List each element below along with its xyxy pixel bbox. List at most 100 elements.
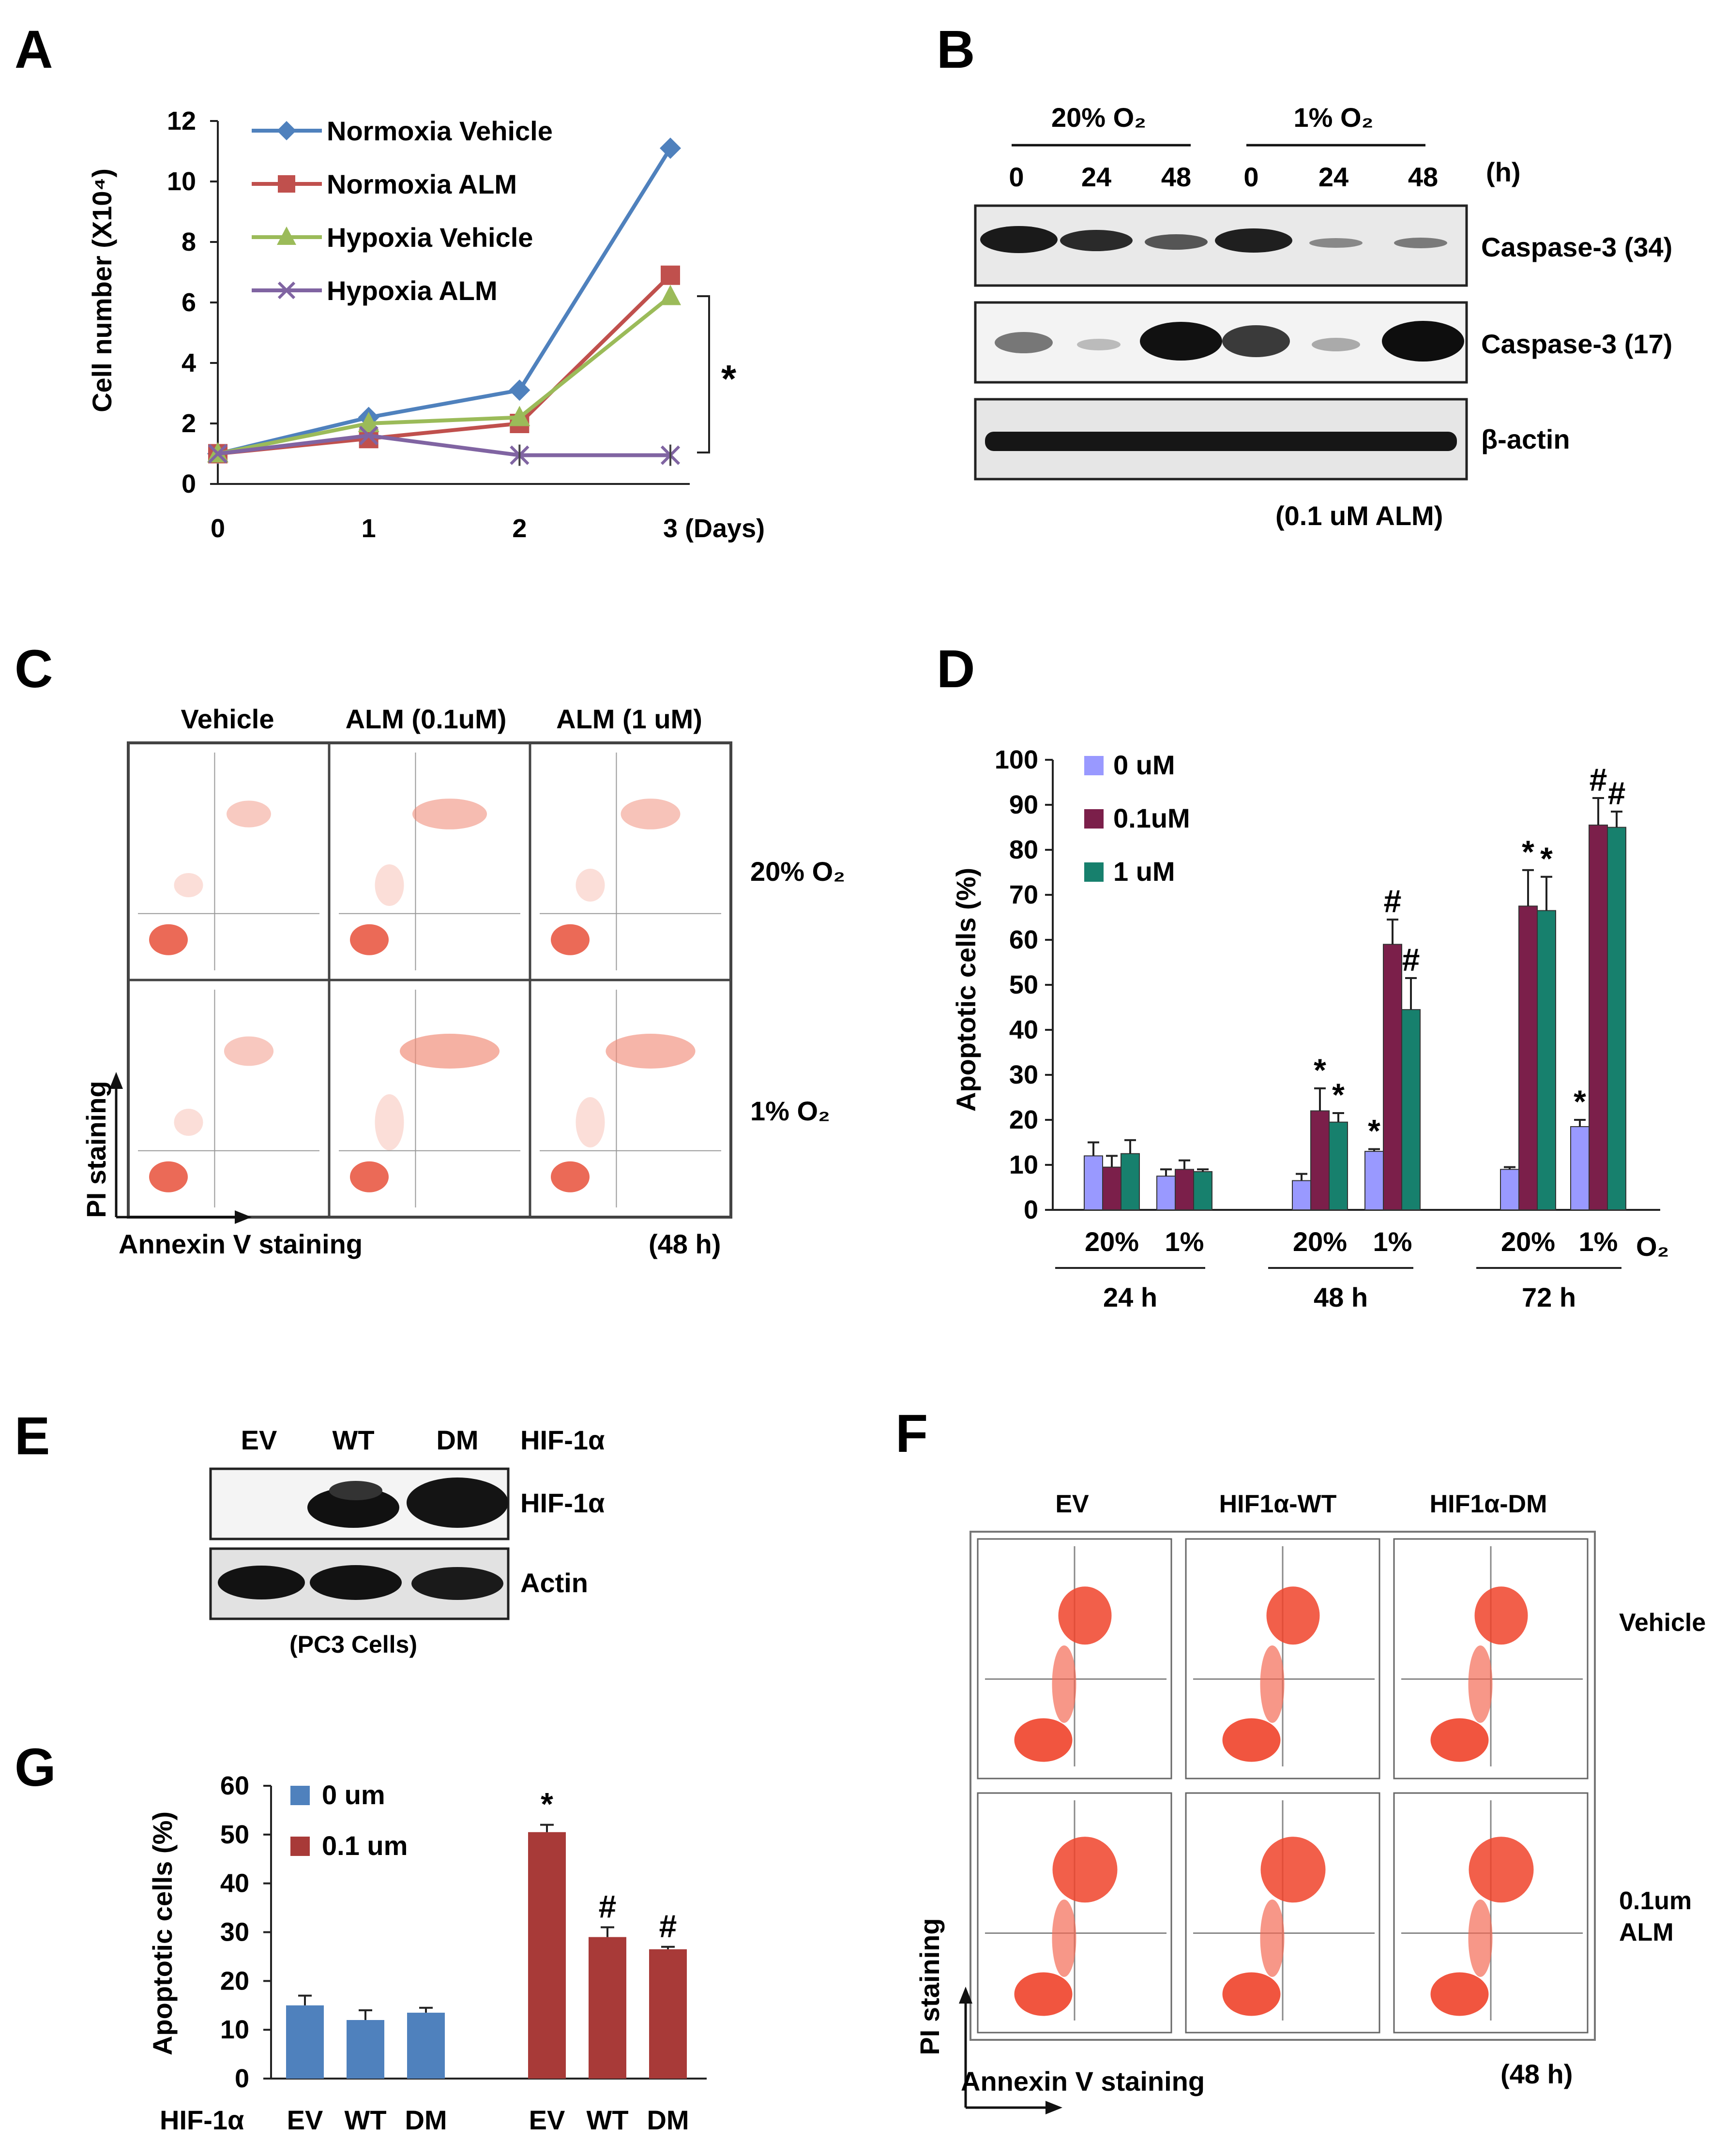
panel-g-letter: G (15, 1738, 56, 1797)
c-cell-cluster (375, 864, 404, 906)
c-y-arrowhead-icon (109, 1072, 123, 1089)
b-band-label-beta-actin: β-actin (1481, 424, 1570, 454)
d-bar (1500, 1169, 1519, 1211)
g-category-label: WT (344, 2105, 386, 2135)
b-time-label: 0 (1243, 162, 1258, 192)
panel-a-y-axis-label: Cell number (X10⁴) (87, 168, 117, 412)
d-legend-swatch (1084, 862, 1104, 882)
d-bar (1589, 824, 1608, 1210)
a-series-line (217, 433, 670, 457)
panel-g-bar-chart: Apoptotic cells (%) HIF-1α 0 10 20 30 40 50 60… (147, 1771, 707, 2135)
b-band-actin (985, 432, 1457, 451)
b-band-label-caspase3-34: Caspase-3 (34) (1481, 232, 1672, 262)
d-significance-mark: * (1314, 1052, 1326, 1088)
d-bar (1401, 1009, 1421, 1210)
f-cell-cluster (1058, 1586, 1112, 1645)
g-legend-swatch (290, 1786, 310, 1805)
f-col-label: HIF1α-WT (1219, 1490, 1337, 1518)
b-band (1312, 338, 1360, 351)
d-bar (1292, 1180, 1311, 1211)
c-cell-cluster (224, 1036, 274, 1066)
f-time-label: (48 h) (1500, 2059, 1573, 2089)
f-cell-cluster (1052, 1645, 1076, 1723)
e-band (310, 1565, 402, 1600)
a-y-tick-label: 0 (182, 469, 196, 498)
e-band (307, 1487, 399, 1528)
b-time-label: 24 (1081, 162, 1111, 192)
b-band (1309, 238, 1363, 248)
d-y-tick-label: 20 (1009, 1105, 1038, 1134)
a-legend-marker (277, 226, 296, 245)
c-col-label: ALM (1 uM) (556, 704, 702, 734)
e-lane-label: DM (436, 1425, 478, 1455)
g-category-label: DM (405, 2105, 447, 2135)
f-cell-cluster (1468, 1900, 1493, 1977)
f-cell-cluster (1266, 1586, 1320, 1645)
a-y-tick-label: 2 (182, 409, 196, 438)
g-bar (347, 2020, 384, 2079)
c-cell-cluster (149, 1161, 188, 1192)
c-cell-cluster (551, 1161, 590, 1192)
d-time-group-label: 72 h (1522, 1282, 1576, 1312)
f-cell-cluster (1222, 1972, 1281, 2016)
a-series-line (217, 147, 672, 456)
d-y-tick-label: 10 (1009, 1150, 1038, 1179)
g-y-tick-label: 60 (220, 1771, 249, 1800)
b-band-label-caspase3-17: Caspase-3 (17) (1481, 329, 1672, 359)
a-x-tick-label: 3 (Days) (663, 514, 765, 543)
b-band (995, 332, 1053, 353)
a-legend-label: Hypoxia Vehicle (327, 222, 533, 253)
a-point-triangle (509, 406, 530, 426)
b-time-unit: (h) (1486, 157, 1521, 187)
a-legend-label: Normoxia ALM (327, 169, 517, 199)
e-lane-label: WT (332, 1425, 374, 1455)
f-dot-plot-grid (970, 1531, 1596, 2041)
d-y-tick-label: 30 (1009, 1060, 1038, 1089)
a-point-triangle (358, 412, 379, 432)
f-x-axis-label: Annexin V staining (961, 2066, 1205, 2096)
c-x-arrowhead-icon (235, 1210, 252, 1224)
c-cell-cluster (412, 799, 487, 829)
f-x-arrowhead-icon (1045, 2101, 1062, 2114)
panel-f-flow-cytometry: EV HIF1α-WT HIF1α-DM Vehicle 0.1um ALM P… (914, 1490, 1706, 2114)
d-significance-mark: # (1384, 883, 1402, 919)
d-y-tick-label: 80 (1009, 835, 1038, 864)
a-legend-marker (278, 175, 295, 193)
d-legend-label: 0.1uM (1113, 803, 1190, 833)
b-time-label: 24 (1318, 162, 1348, 192)
f-cell-cluster (1052, 1900, 1076, 1977)
e-band (407, 1478, 508, 1528)
c-cell-cluster (227, 800, 271, 828)
b-band (980, 226, 1058, 253)
d-bar (1607, 827, 1626, 1210)
f-y-axis-label: PI staining (914, 1918, 945, 2055)
b-time-label: 48 (1161, 162, 1191, 192)
d-category-label: 20% (1501, 1226, 1555, 1257)
a-point-triangle (660, 285, 681, 305)
panel-e-letter: E (15, 1406, 50, 1466)
e-band (329, 1481, 382, 1500)
b-band (1145, 234, 1208, 250)
g-y-tick-label: 40 (220, 1869, 249, 1898)
a-legend-marker (277, 281, 296, 300)
g-category-label: WT (586, 2105, 628, 2135)
d-time-group-label: 24 h (1103, 1282, 1157, 1312)
g-bar (407, 2012, 445, 2079)
c-cell-cluster (350, 924, 389, 955)
f-dot-plot (1393, 1538, 1589, 1779)
d-y-tick-label: 0 (1024, 1195, 1038, 1224)
f-cell-cluster (1014, 1718, 1073, 1762)
e-band-label-actin: Actin (520, 1568, 588, 1598)
d-bar (1310, 1110, 1330, 1210)
f-dot-plot (1393, 1792, 1589, 2034)
g-bar (649, 1949, 687, 2079)
d-significance-mark: * (1540, 841, 1553, 876)
f-cell-cluster (1260, 1837, 1326, 1903)
d-significance-mark: # (1590, 762, 1607, 798)
g-category-label: EV (529, 2105, 565, 2135)
d-y-tick-label: 100 (995, 745, 1038, 774)
panel-b-western-blot: 20% O₂ 1% O₂ 0 24 48 0 24 48 (h) Caspase… (974, 102, 1672, 531)
f-dot-plot (1185, 1792, 1380, 2034)
a-y-tick-label: 10 (167, 167, 196, 196)
